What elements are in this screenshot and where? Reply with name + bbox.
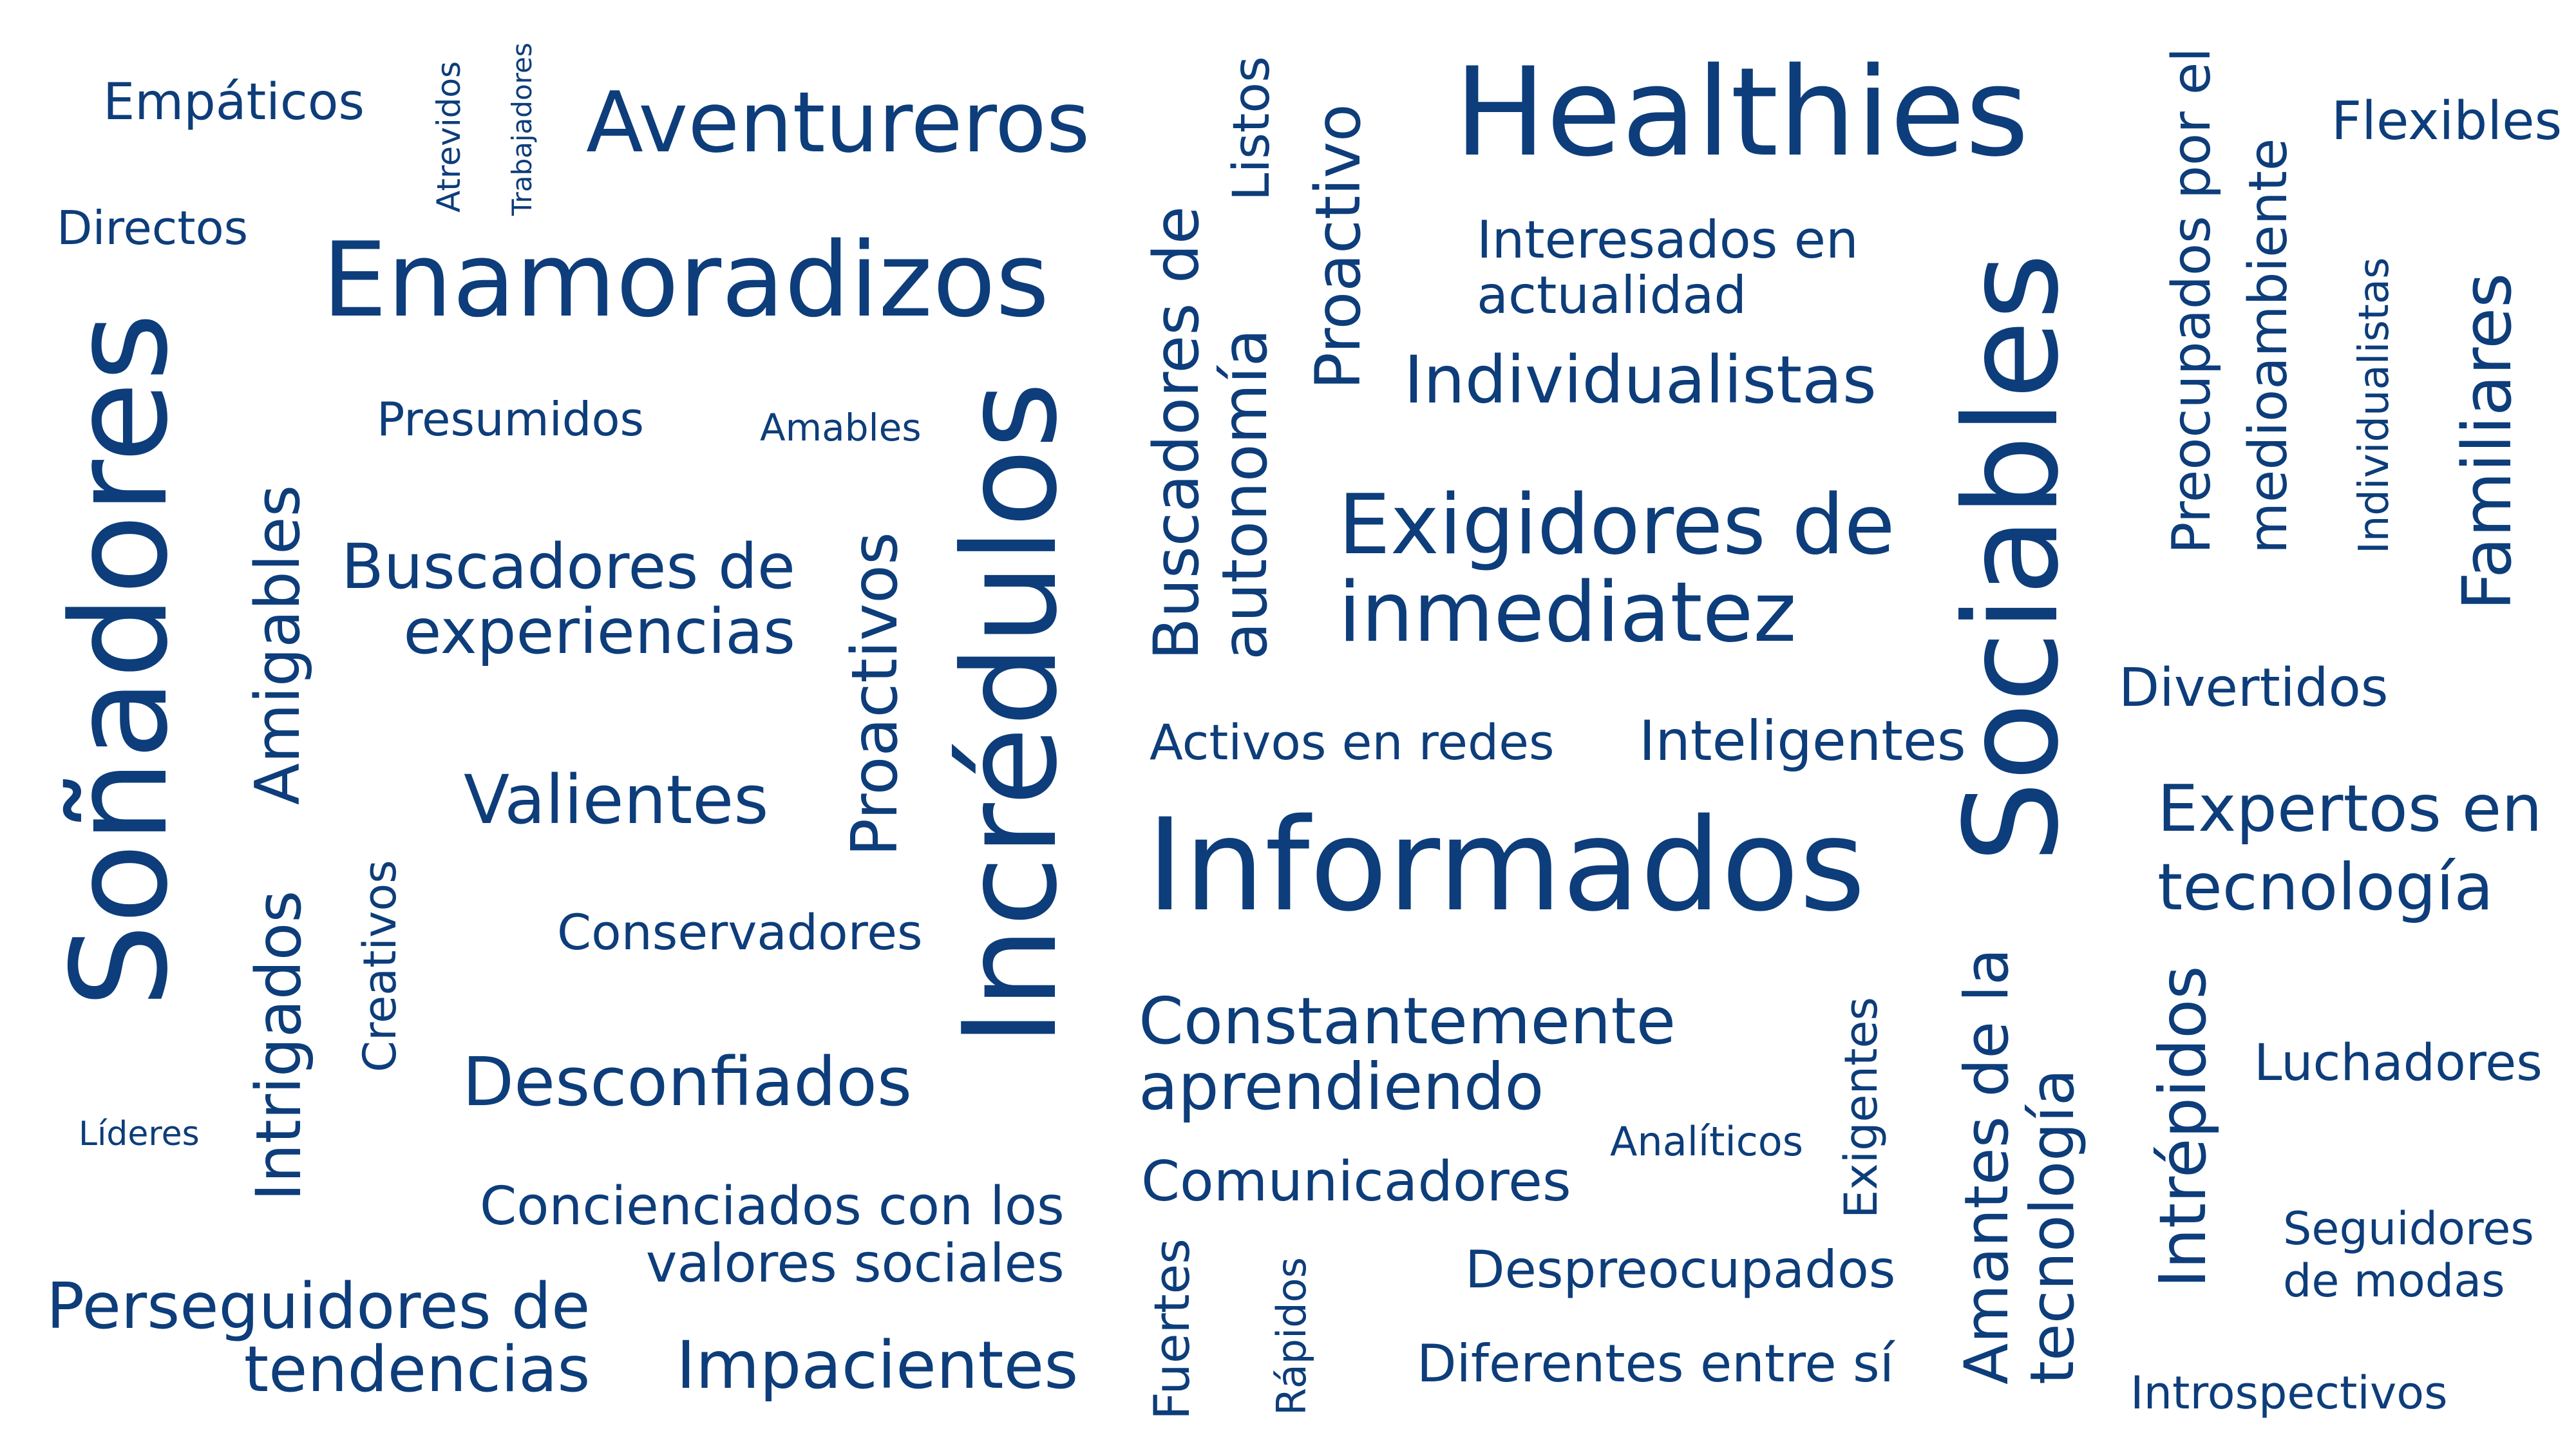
word-valientes: Valientes bbox=[464, 761, 769, 839]
word-directos: Directos bbox=[57, 201, 249, 255]
word-diferentes: Diferentes entre sí bbox=[1417, 1334, 1894, 1394]
word-activos-redes: Activos en redes bbox=[1150, 714, 1555, 771]
word-creativos: Creativos bbox=[354, 860, 406, 1072]
word-preocupados: Preocupados por el medioambiente bbox=[2161, 47, 2299, 554]
word-informados: Informados bbox=[1146, 791, 1866, 940]
word-individualistas-v: Individualistas bbox=[2351, 257, 2398, 554]
word-familiares: Familiares bbox=[2448, 272, 2526, 611]
word-interesados: Interesados en actualidad bbox=[1477, 210, 1859, 326]
word-amantes: Amantes de la tecnología bbox=[1952, 948, 2088, 1385]
word-incredulos: Incrédulos bbox=[936, 381, 1086, 1046]
word-conservadores: Conservadores bbox=[557, 904, 923, 961]
word-lideres: Líderes bbox=[79, 1115, 200, 1153]
word-healthies: Healthies bbox=[1454, 41, 2029, 184]
word-presumidos: Presumidos bbox=[377, 392, 645, 446]
word-individualistas-h: Individualistas bbox=[1404, 342, 1877, 419]
word-sonadores: Soñadores bbox=[44, 312, 197, 1008]
word-concienciados: Concienciados con los valores sociales bbox=[480, 1176, 1065, 1294]
word-exigentes: Exigentes bbox=[1835, 997, 1888, 1218]
word-divertidos: Divertidos bbox=[2119, 658, 2389, 719]
word-enamoradizos: Enamoradizos bbox=[322, 220, 1050, 340]
word-perseguidores: Perseguidores de tendencias bbox=[46, 1270, 591, 1406]
word-fuertes: Fuertes bbox=[1143, 1238, 1200, 1420]
word-proactivo: Proactivo bbox=[1302, 104, 1374, 390]
word-amables: Amables bbox=[760, 406, 922, 450]
word-exigidores: Exigidores de inmediatez bbox=[1338, 477, 1895, 661]
word-rapidos: Rápidos bbox=[1268, 1257, 1315, 1416]
word-amigables: Amigables bbox=[243, 484, 314, 805]
word-analiticos: Analíticos bbox=[1610, 1118, 1804, 1165]
word-intrigados: Intrigados bbox=[243, 890, 315, 1201]
word-inteligentes: Inteligentes bbox=[1639, 709, 1966, 773]
word-seguidores: Seguidores de modas bbox=[2283, 1202, 2534, 1307]
word-flexibles: Flexibles bbox=[2331, 91, 2562, 152]
word-listos: Listos bbox=[1223, 56, 1281, 201]
word-intrepidos: Intrépidos bbox=[2145, 965, 2221, 1288]
word-atrevidos: Atrevidos bbox=[430, 61, 468, 213]
word-empaticos: Empáticos bbox=[103, 73, 365, 131]
word-despreocupados: Despreocupados bbox=[1465, 1240, 1896, 1300]
word-proactivos: Proactivos bbox=[838, 531, 912, 857]
word-expertos: Expertos en tecnología bbox=[2157, 771, 2543, 925]
word-buscadores-autonomia: Buscadores de autonomía bbox=[1141, 206, 1281, 660]
word-impacientes: Impacientes bbox=[676, 1327, 1079, 1404]
word-luchadores: Luchadores bbox=[2254, 1034, 2543, 1092]
word-trabajadores: Trabajadores bbox=[506, 43, 538, 216]
word-comunicadores: Comunicadores bbox=[1141, 1150, 1571, 1214]
word-aventureros: Aventureros bbox=[586, 73, 1090, 171]
word-buscadores-experiencias: Buscadores de experiencias bbox=[341, 531, 795, 668]
word-sociables: Sociables bbox=[1937, 252, 2087, 863]
word-desconfiados: Desconfiados bbox=[462, 1043, 913, 1121]
word-introspectivos: Introspectivos bbox=[2130, 1367, 2448, 1419]
word-constantemente: Constantemente aprendiendo bbox=[1139, 983, 1676, 1124]
